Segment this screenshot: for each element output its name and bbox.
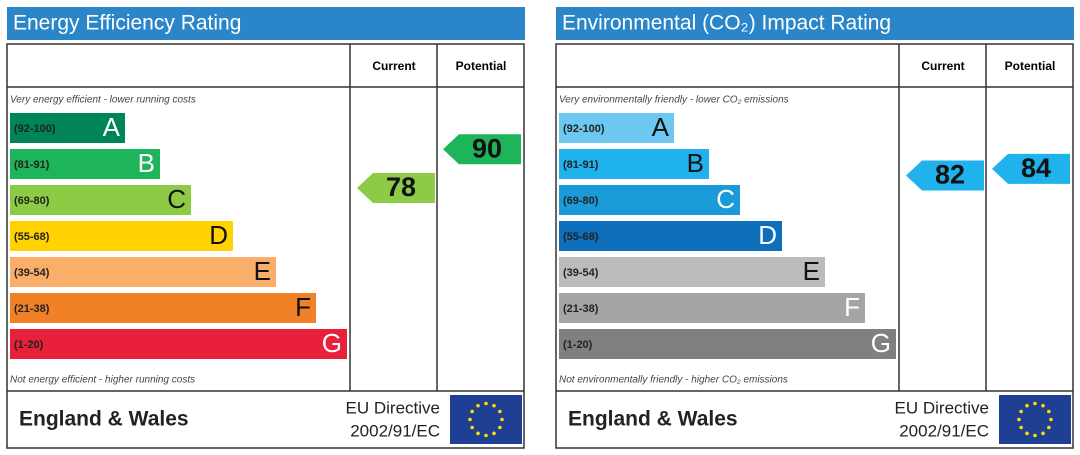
- band-letter: E: [803, 256, 820, 286]
- band-range: (21-38): [14, 303, 50, 315]
- region: England & Wales: [568, 408, 738, 431]
- eu-star: [498, 425, 502, 430]
- band-range: (81-91): [14, 159, 50, 171]
- band-letter: D: [209, 220, 228, 250]
- rating-arrow: [992, 153, 1070, 184]
- panel-title: Environmental (CO₂) Impact Rating: [562, 12, 891, 35]
- eu-star: [1017, 417, 1021, 422]
- column-header: Potential: [456, 59, 507, 73]
- eu-star: [1047, 409, 1051, 414]
- frame: [555, 43, 1074, 449]
- rating-band: [10, 149, 160, 179]
- band-range: (92-100): [563, 123, 605, 135]
- column-header: Current: [372, 59, 415, 73]
- column-header: Current: [921, 59, 964, 73]
- rating-arrow: [906, 160, 984, 191]
- band-letter: G: [322, 328, 342, 358]
- eu-star: [492, 403, 496, 408]
- band-range: (1-20): [563, 339, 593, 351]
- eu-star: [1041, 403, 1045, 408]
- band-letter: B: [138, 148, 155, 178]
- rating-band: [559, 185, 740, 215]
- bottom-note: Not energy efficient - higher running co…: [10, 375, 195, 386]
- band-letter: E: [254, 256, 271, 286]
- eu-star: [468, 417, 472, 422]
- rating-band: [10, 221, 233, 251]
- directive: EU Directive: [895, 398, 989, 417]
- rating-arrow: [357, 173, 435, 203]
- frame: [6, 43, 525, 449]
- region: England & Wales: [19, 408, 189, 431]
- band-letter: B: [687, 148, 704, 178]
- eu-star: [1025, 403, 1029, 408]
- rating-band: [559, 113, 674, 143]
- band-range: (21-38): [563, 303, 599, 315]
- band-range: (69-80): [14, 195, 50, 207]
- top-note: Very energy efficient - lower running co…: [10, 95, 196, 106]
- band-range: (39-54): [563, 267, 599, 279]
- eu-star: [484, 433, 488, 438]
- eu-star: [500, 417, 504, 422]
- title-bar: [556, 7, 1074, 40]
- rating-band: [10, 257, 276, 287]
- eu-star: [1047, 425, 1051, 430]
- rating-band: [559, 221, 782, 251]
- band-range: (55-68): [14, 231, 50, 243]
- eu-star: [470, 425, 474, 430]
- rating-band: [10, 329, 347, 359]
- directive: 2002/91/EC: [899, 421, 989, 440]
- band-letter: C: [167, 184, 186, 214]
- directive: 2002/91/EC: [350, 421, 440, 440]
- panel-title: Energy Efficiency Rating: [13, 12, 241, 35]
- rating-band: [10, 113, 125, 143]
- rating-value: 84: [1021, 153, 1051, 183]
- band-letter: A: [652, 112, 670, 142]
- rating-band: [10, 185, 191, 215]
- rating-value: 78: [386, 172, 416, 202]
- rating-band: [559, 149, 709, 179]
- eu-star: [1041, 431, 1045, 436]
- eu-star: [484, 401, 488, 406]
- band-range: (81-91): [563, 159, 599, 171]
- band-letter: D: [758, 220, 777, 250]
- eu-star: [476, 403, 480, 408]
- directive: EU Directive: [346, 398, 440, 417]
- title-bar: [7, 7, 525, 40]
- rating-value: 82: [935, 160, 965, 190]
- band-letter: F: [844, 292, 860, 322]
- rating-band: [559, 329, 896, 359]
- band-range: (1-20): [14, 339, 44, 351]
- rating-arrow: [443, 134, 521, 165]
- rating-band: [559, 293, 865, 323]
- eu-star: [492, 431, 496, 436]
- eu-star: [1019, 409, 1023, 414]
- eu-star: [476, 431, 480, 436]
- band-range: (69-80): [563, 195, 599, 207]
- eu-star: [1033, 401, 1037, 406]
- band-range: (92-100): [14, 123, 56, 135]
- band-range: (39-54): [14, 267, 50, 279]
- rating-band: [559, 257, 825, 287]
- eu-star: [498, 409, 502, 414]
- column-header: Potential: [1005, 59, 1056, 73]
- band-letter: A: [103, 112, 121, 142]
- band-range: (55-68): [563, 231, 599, 243]
- eu-star: [1019, 425, 1023, 430]
- band-letter: G: [871, 328, 891, 358]
- band-letter: C: [716, 184, 735, 214]
- eu-star: [1033, 433, 1037, 438]
- rating-value: 90: [472, 133, 502, 163]
- eu-star: [470, 409, 474, 414]
- eu-star: [1025, 431, 1029, 436]
- top-note: Very environmentally friendly - lower CO…: [559, 95, 789, 106]
- bottom-note: Not environmentally friendly - higher CO…: [559, 375, 788, 386]
- eu-star: [1049, 417, 1053, 422]
- band-letter: F: [295, 292, 311, 322]
- rating-band: [10, 293, 316, 323]
